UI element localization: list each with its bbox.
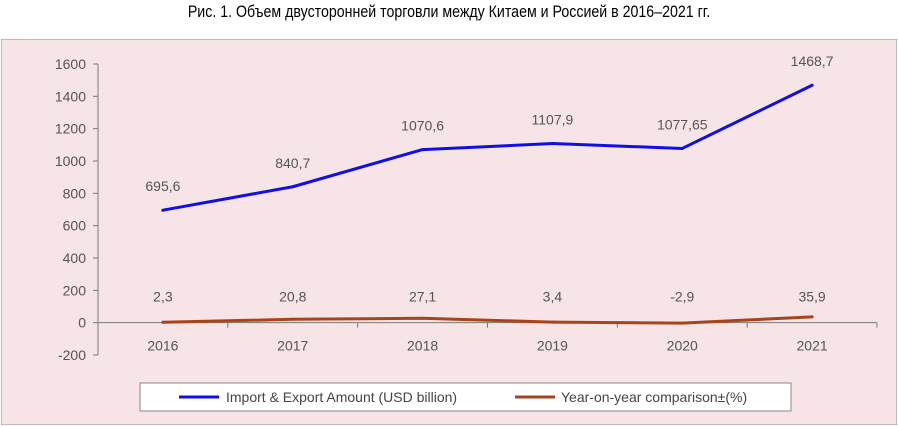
data-point [421,148,425,152]
data-point [810,315,814,319]
x-tick-label: 2017 [277,338,308,354]
data-label: 695,6 [145,178,180,194]
data-label: 27,1 [409,289,436,305]
y-tick-label: 400 [63,250,87,266]
figure-caption: Рис. 1. Объем двусторонней торговли межд… [187,3,711,21]
data-point [810,83,814,87]
data-point [161,320,165,324]
data-point [550,142,554,146]
data-label: 840,7 [275,155,310,171]
y-tick-label: 200 [63,282,87,298]
y-tick-label: 1000 [55,153,86,169]
x-tick-label: 2021 [797,338,828,354]
y-axis: -200 0 200 400 600 800 1000 1200 1400 1600 [55,56,99,363]
data-label: 2,3 [153,289,173,305]
data-point [291,185,295,189]
series-line-2 [161,315,814,325]
y-tick-label: 600 [63,218,87,234]
data-label: 3,4 [543,289,563,305]
y-tick-label: 1600 [55,56,86,72]
data-label: 35,9 [798,289,825,305]
legend-label-1: Import & Export Amount (USD billion) [226,389,457,405]
x-tick-label: 2020 [667,338,698,354]
data-point [161,208,165,212]
series-layer: 695,6 840,7 1070,6 1107,9 1077,65 1468,7 2,3 20… [145,53,834,325]
data-point [421,316,425,320]
x-tick-label: 2016 [147,338,178,354]
chart-background [1,39,897,425]
legend-label-2: Year-on-year comparison±(%) [561,389,747,405]
y-tick-label: 1400 [55,88,86,104]
data-label: 1107,9 [532,112,574,128]
data-label: 1070,6 [401,118,444,134]
y-tick-label: 0 [78,315,86,331]
legend-box [139,382,792,412]
data-point [291,317,295,321]
data-label: 1468,7 [791,53,834,69]
data-point [550,320,554,324]
y-tick-label: 800 [63,185,87,201]
data-label: 1077,65 [657,116,708,132]
legend: Import & Export Amount (USD billion) Year… [139,382,792,412]
data-label: -2,9 [670,289,694,305]
y-tick-label: 1200 [55,121,86,137]
x-tick-label: 2018 [407,338,438,354]
data-point [680,321,684,325]
x-axis: 2016 2017 2018 2019 2020 2021 [97,322,878,354]
data-point [680,146,684,150]
series-line-1 [161,83,814,212]
x-tick-label: 2019 [537,338,568,354]
data-label: 20,8 [279,289,306,305]
y-tick-label: -200 [58,347,86,363]
